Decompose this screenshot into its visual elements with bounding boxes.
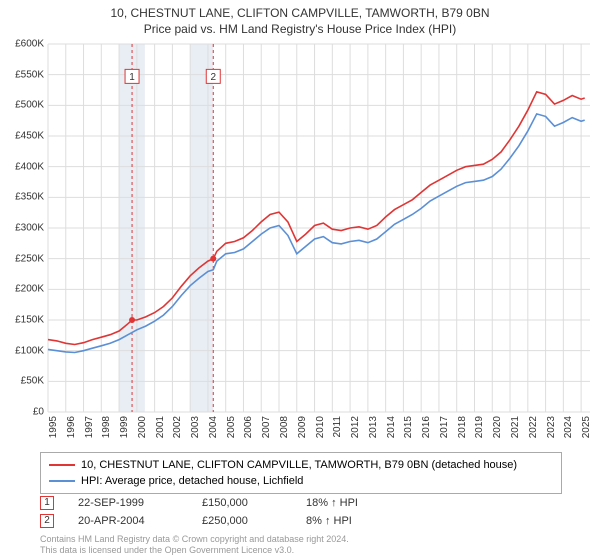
marker-price: £150,000 <box>202 497 282 509</box>
x-tick-label: 2020 <box>492 416 503 438</box>
x-tick-label: 2009 <box>297 416 308 438</box>
y-tick-label: £100K <box>15 345 44 356</box>
marker-delta: 8% ↑ HPI <box>306 515 386 527</box>
y-tick-label: £600K <box>15 39 44 50</box>
y-tick-label: £300K <box>15 223 44 234</box>
x-tick-label: 2004 <box>208 416 219 438</box>
attribution-line-1: Contains HM Land Registry data © Crown c… <box>40 534 562 545</box>
svg-text:2: 2 <box>210 72 216 83</box>
x-tick-label: 2011 <box>332 416 343 438</box>
legend-row: 10, CHESTNUT LANE, CLIFTON CAMPVILLE, TA… <box>49 457 553 473</box>
y-tick-label: £0 <box>33 407 44 418</box>
x-tick-label: 2019 <box>474 416 485 438</box>
x-tick-label: 2013 <box>368 416 379 438</box>
x-tick-label: 1996 <box>66 416 77 438</box>
chart-container: 10, CHESTNUT LANE, CLIFTON CAMPVILLE, TA… <box>0 0 600 560</box>
x-tick-label: 2002 <box>172 416 183 438</box>
plot-svg: 12 <box>48 44 590 412</box>
marker-number-box: 2 <box>40 514 54 528</box>
y-axis: £0£50K£100K£150K£200K£250K£300K£350K£400… <box>0 44 48 412</box>
x-tick-label: 2007 <box>261 416 272 438</box>
legend-swatch <box>49 480 75 482</box>
attribution: Contains HM Land Registry data © Crown c… <box>40 534 562 556</box>
marker-date: 20-APR-2004 <box>78 515 178 527</box>
x-tick-label: 1997 <box>84 416 95 438</box>
x-tick-label: 2012 <box>350 416 361 438</box>
x-tick-label: 2016 <box>421 416 432 438</box>
marker-date: 22-SEP-1999 <box>78 497 178 509</box>
legend: 10, CHESTNUT LANE, CLIFTON CAMPVILLE, TA… <box>40 452 562 494</box>
x-tick-label: 2001 <box>155 416 166 438</box>
svg-text:1: 1 <box>129 72 135 83</box>
plot-area: 12 <box>48 44 590 412</box>
x-tick-label: 2024 <box>563 416 574 438</box>
attribution-line-2: This data is licensed under the Open Gov… <box>40 545 562 556</box>
x-axis: 1995 1996 1997 1998 1999 2000 2001 2002 2003 2004… <box>48 412 590 448</box>
x-tick-label: 1998 <box>101 416 112 438</box>
y-tick-label: £550K <box>15 69 44 80</box>
x-tick-label: 2000 <box>137 416 148 438</box>
x-tick-label: 2015 <box>403 416 414 438</box>
x-tick-label: 2010 <box>315 416 326 438</box>
marker-number-box: 1 <box>40 496 54 510</box>
y-tick-label: £350K <box>15 192 44 203</box>
marker-row: 1 22-SEP-1999 £150,000 18% ↑ HPI <box>40 494 562 512</box>
x-tick-label: 2003 <box>190 416 201 438</box>
x-tick-label: 2023 <box>546 416 557 438</box>
marker-delta: 18% ↑ HPI <box>306 497 386 509</box>
x-tick-label: 2006 <box>243 416 254 438</box>
x-tick-label: 2017 <box>439 416 450 438</box>
y-tick-label: £150K <box>15 315 44 326</box>
x-tick-label: 2014 <box>386 416 397 438</box>
marker-price: £250,000 <box>202 515 282 527</box>
x-tick-label: 1999 <box>119 416 130 438</box>
x-tick-label: 2005 <box>226 416 237 438</box>
y-tick-label: £500K <box>15 100 44 111</box>
legend-label: HPI: Average price, detached house, Lich… <box>81 473 303 489</box>
y-tick-label: £50K <box>21 376 44 387</box>
legend-row: HPI: Average price, detached house, Lich… <box>49 473 553 489</box>
chart-title: 10, CHESTNUT LANE, CLIFTON CAMPVILLE, TA… <box>0 6 600 20</box>
title-block: 10, CHESTNUT LANE, CLIFTON CAMPVILLE, TA… <box>0 0 600 36</box>
legend-swatch <box>49 464 75 466</box>
x-tick-label: 2025 <box>581 416 592 438</box>
x-tick-label: 2018 <box>457 416 468 438</box>
legend-label: 10, CHESTNUT LANE, CLIFTON CAMPVILLE, TA… <box>81 457 517 473</box>
y-tick-label: £400K <box>15 161 44 172</box>
x-tick-label: 2022 <box>528 416 539 438</box>
y-tick-label: £250K <box>15 253 44 264</box>
y-tick-label: £450K <box>15 131 44 142</box>
x-tick-label: 1995 <box>48 416 59 438</box>
y-tick-label: £200K <box>15 284 44 295</box>
markers-table: 1 22-SEP-1999 £150,000 18% ↑ HPI 2 20-APR-200… <box>40 494 562 530</box>
marker-row: 2 20-APR-2004 £250,000 8% ↑ HPI <box>40 512 562 530</box>
chart-subtitle: Price paid vs. HM Land Registry's House … <box>0 22 600 36</box>
x-tick-label: 2021 <box>510 416 521 438</box>
x-tick-label: 2008 <box>279 416 290 438</box>
